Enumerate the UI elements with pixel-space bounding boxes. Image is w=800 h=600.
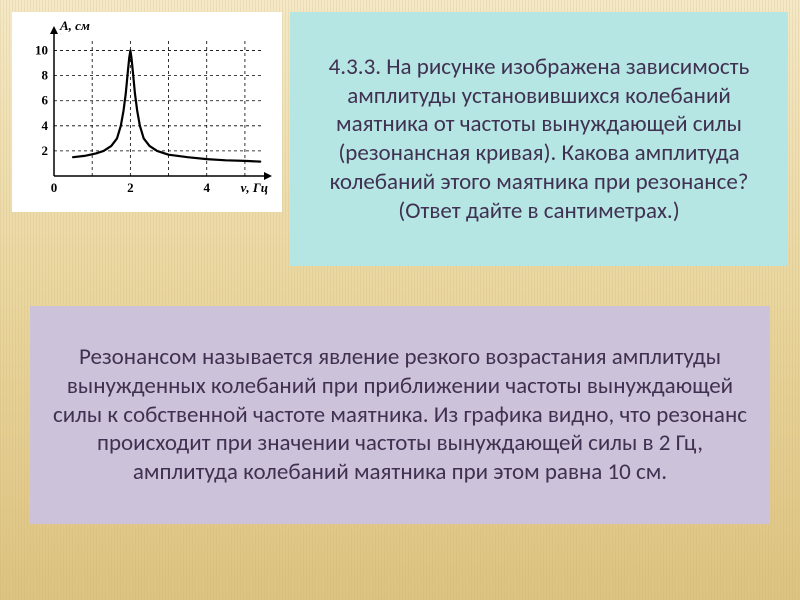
answer-text: Резонансом называется явление резкого во… <box>48 343 752 487</box>
svg-text:4: 4 <box>203 180 210 195</box>
svg-text:2: 2 <box>42 143 49 158</box>
svg-text:ν, Гц: ν, Гц <box>241 180 268 195</box>
svg-text:2: 2 <box>127 180 134 195</box>
svg-text:10: 10 <box>35 43 48 58</box>
chart-svg: 2 4 6 8 10 0 2 4 А, см ν, Гц <box>20 18 272 204</box>
svg-text:0: 0 <box>51 180 58 195</box>
svg-text:6: 6 <box>42 93 49 108</box>
answer-panel: Резонансом называется явление резкого во… <box>30 306 770 524</box>
question-text: 4.3.3. На рисунке изображена зависимость… <box>304 53 774 226</box>
resonance-chart: 2 4 6 8 10 0 2 4 А, см ν, Гц <box>12 12 282 212</box>
question-panel: 4.3.3. На рисунке изображена зависимость… <box>290 12 788 266</box>
svg-text:А, см: А, см <box>59 18 90 33</box>
svg-text:4: 4 <box>42 118 49 133</box>
slide-container: 2 4 6 8 10 0 2 4 А, см ν, Гц 4.3.3. На рисунке из… <box>0 0 800 600</box>
svg-text:8: 8 <box>42 68 49 83</box>
